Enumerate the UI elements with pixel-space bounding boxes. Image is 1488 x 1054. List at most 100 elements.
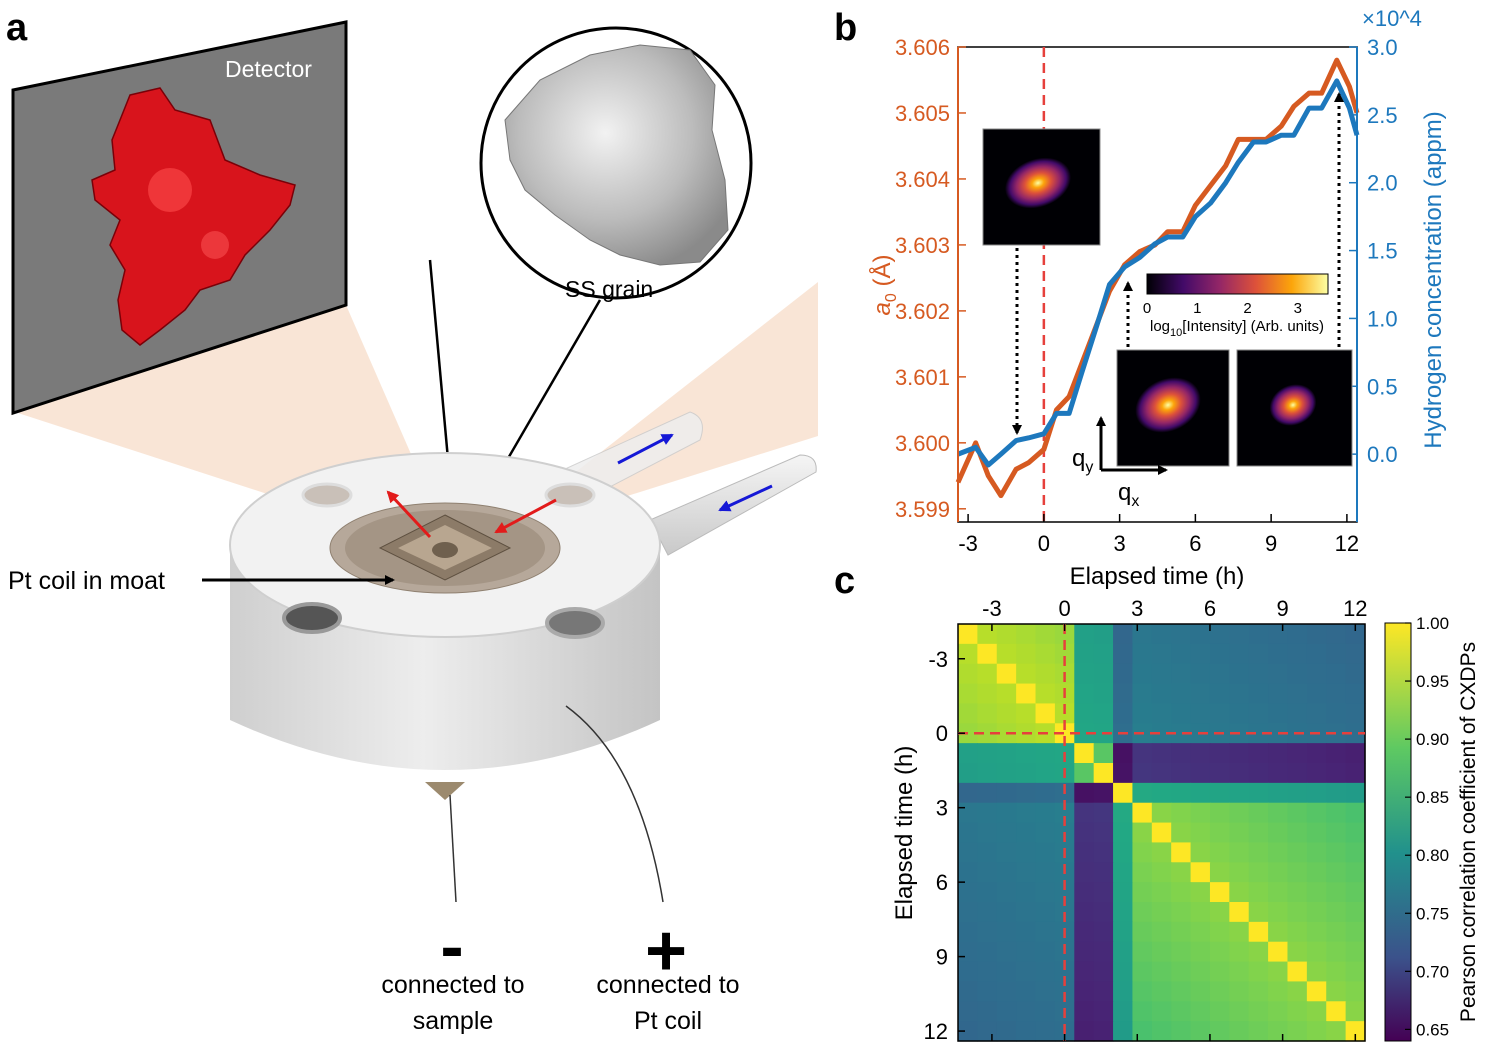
heatmap-cell [1345,1001,1366,1022]
heatmap-cell [1074,743,1095,764]
heatmap-cell [1326,723,1347,744]
heatmap-cell [1306,643,1327,665]
heatmap-cell [1035,802,1056,824]
heatmap-cell [1268,782,1289,804]
heatmap-cell [1151,961,1172,983]
heatmap-cell [977,683,998,705]
heatmap-cell [977,763,998,784]
heatmap-cell [1190,782,1211,804]
heatmap-cell [1209,921,1230,943]
heatmap-cell [1016,862,1037,883]
heatmap-cell [1151,1001,1172,1022]
intensity-colorbar [1146,273,1329,295]
heatmap-cell [1035,882,1056,903]
heatmap-cell [1287,842,1308,863]
left-axis-label: a0 (Å) [868,255,900,316]
heatmap-cell [1035,941,1056,963]
heatmap-cell [1306,703,1327,724]
colorbar-tick-label: 0.95 [1416,672,1449,691]
heatmap-cell [1229,882,1250,903]
heatmap-cell [1132,961,1153,983]
heatmap-cell [1016,842,1037,863]
heatmap-cell [1306,862,1327,883]
heatmap-cell [1132,842,1153,863]
heatmap-cell [1190,862,1211,883]
x-axis-label: Elapsed time (h) [1070,563,1245,590]
heatmap-cell [1345,862,1366,883]
heatmap-cell [1248,663,1269,685]
heatmap-cell [1113,882,1134,903]
intensity-colorbar-ticks: 0 1 2 3 [1143,300,1302,317]
heatmap-cell [958,961,978,983]
heatmap-cell [1171,763,1192,784]
heatmap-cell [1345,703,1366,724]
heatmap-cell [1287,941,1308,963]
heatmap-cell [1113,902,1134,923]
correlation-colorbar-ticks: 1.00 0.95 0.90 0.85 0.80 0.75 0.70 0.65 [1405,614,1449,1039]
heatmap-cell [1345,1021,1366,1042]
heatmap-y-label: Elapsed time (h) [891,746,918,921]
heatmap-cell [1113,782,1134,804]
heatmap-cell [1016,961,1037,983]
heatmap-cell [1248,981,1269,1002]
heatmap-cell [1035,703,1056,724]
heatmap-cell [1171,921,1192,943]
heatmap-cell [1093,643,1114,665]
heatmap-cell [1151,842,1172,863]
heatmap-cell [1171,882,1192,903]
heatmap-cell [977,703,998,724]
heatmap-cell [1016,1001,1037,1022]
heatmap-cell [1190,1021,1211,1042]
heatmap-cell [1151,723,1172,744]
heatmap-cell [1209,663,1230,685]
heatmap-cell [996,862,1017,883]
heatmap-cell [1074,862,1095,883]
heatmap-cell [977,782,998,804]
incident-beam-arrow [494,498,557,534]
heatmap-cell [1171,981,1192,1002]
colorbar-tick-label: 0.75 [1416,904,1449,923]
heatmap-cell [1326,921,1347,943]
heatmap-cell [1035,743,1056,764]
heatmap-cell [1151,862,1172,883]
heatmap-cell [996,902,1017,923]
heatmap-cell [1035,643,1056,665]
heatmap-cell [1035,862,1056,883]
heatmap-cell [1016,1021,1037,1042]
heatmap-cell [1074,981,1095,1002]
heatmap-cell [958,643,978,665]
heatmap-cell [1151,624,1172,645]
heatmap-cell [1229,743,1250,764]
heatmap-cell [1171,802,1192,824]
left-tick-label: 3.601 [895,365,950,390]
heatmap-cell [958,822,978,844]
minus-symbol: - [440,907,463,985]
heatmap-cell [1248,882,1269,903]
heatmap-cell [1306,782,1327,804]
heatmap-cell [1113,802,1134,824]
sample-wire [449,794,457,903]
heatmap-cell [1016,882,1037,903]
heatmap-cell [1035,921,1056,943]
heatmap-cell [1093,921,1114,943]
screw [545,607,605,639]
heatmap-cell [1190,981,1211,1002]
heatmap-cell [1209,1001,1230,1022]
heatmap-cell [1268,921,1289,943]
right-tick-label: 1.5 [1367,239,1398,264]
panel-b: b -3 0 3 6 9 12 3.5993.6003.6013.6023.6033.60… [834,6,1447,590]
heatmap-cell [1209,624,1230,645]
heatmap-cell [1229,782,1250,804]
heatmap-cell [1345,822,1366,844]
heatmap-cell [1209,902,1230,923]
heatmap-cell [1287,624,1308,645]
heatmap-cell [1171,703,1192,724]
heatmap-cell [1326,663,1347,685]
heatmap-cell [958,862,978,883]
heatmap-cell [1093,882,1114,903]
heatmap-cell [1171,782,1192,804]
heatmap-cell [1151,802,1172,824]
heatmap-cell [1345,763,1366,784]
screw [544,482,596,508]
heatmap-cell [1113,862,1134,883]
